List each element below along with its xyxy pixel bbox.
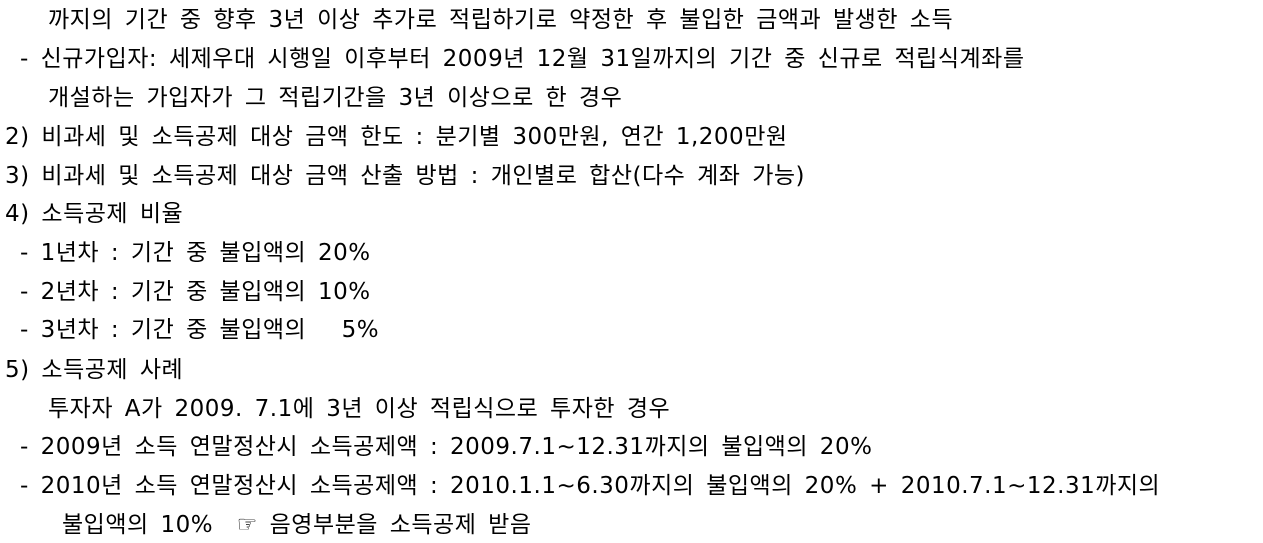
text-line: 3) 비과세 및 소득공제 대상 금액 산출 방법 : 개인별로 합산(다수 계… xyxy=(5,163,806,189)
text-line: - 3년차 : 기간 중 불입액의 5% xyxy=(20,317,380,343)
text-line: 5) 소득공제 사례 xyxy=(5,357,184,383)
text-line: 투자자 A가 2009. 7.1에 3년 이상 적립식으로 투자한 경우 xyxy=(48,396,671,422)
text-line: 2) 비과세 및 소득공제 대상 금액 한도 : 분기별 300만원, 연간 1… xyxy=(5,124,788,150)
text-line: 개설하는 가입자가 그 적립기간을 3년 이상으로 한 경우 xyxy=(48,85,623,111)
text-line: - 1년차 : 기간 중 불입액의 20% xyxy=(20,240,371,266)
text-line: - 2010년 소득 연말정산시 소득공제액 : 2010.1.1~6.30까지… xyxy=(20,473,1161,499)
text-line: - 2009년 소득 연말정산시 소득공제액 : 2009.7.1~12.31까… xyxy=(20,434,873,460)
text-line: - 2년차 : 기간 중 불입액의 10% xyxy=(20,279,371,305)
text-line: 까지의 기간 중 향후 3년 이상 추가로 적립하기로 약정한 후 불입한 금액… xyxy=(48,7,954,33)
text-line: - 신규가입자: 세제우대 시행일 이후부터 2009년 12월 31일까지의 … xyxy=(20,46,1025,72)
text-line: 불입액의 10% ☞ 음영부분을 소득공제 받음 xyxy=(62,512,532,538)
text-line: 4) 소득공제 비율 xyxy=(5,201,184,227)
